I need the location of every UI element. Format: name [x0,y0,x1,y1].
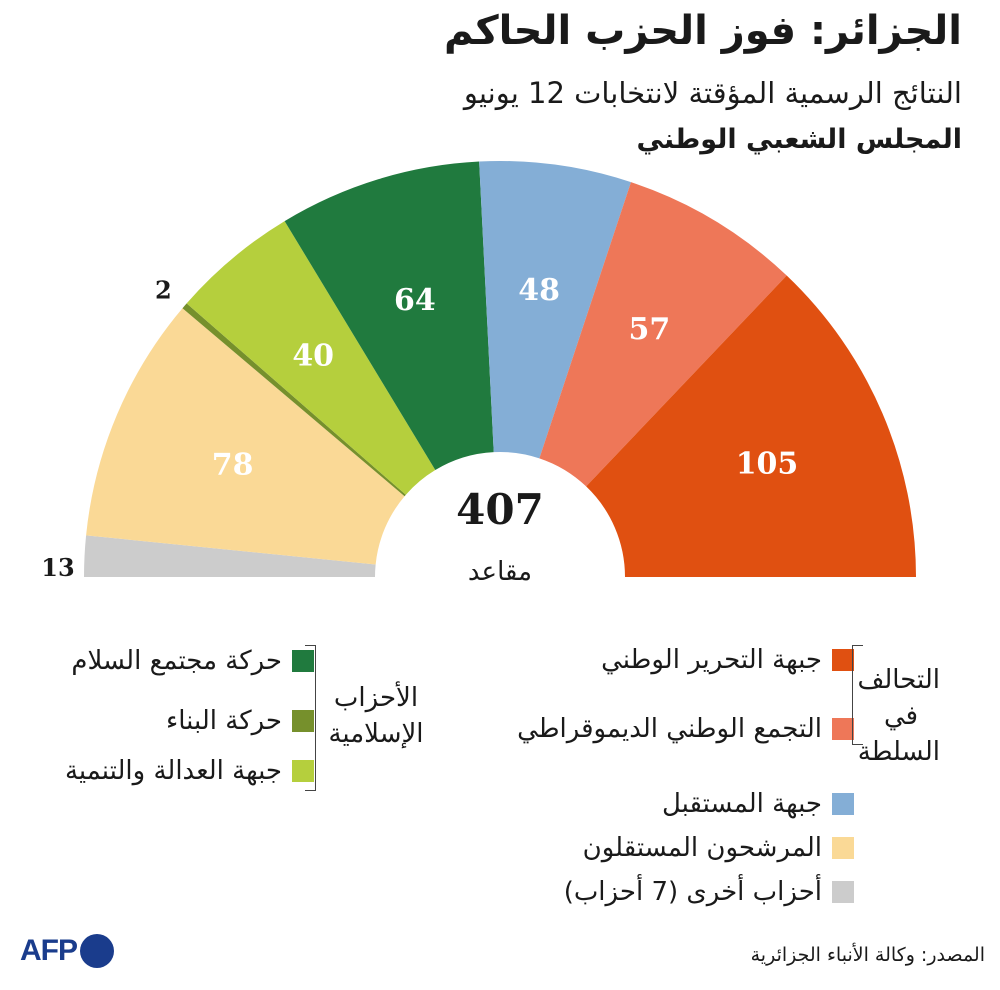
legend-label-independents: المرشحون المستقلون [582,833,822,863]
seat-segment-5 [479,160,631,459]
seat-segment-0 [83,535,376,577]
chart-subtitle-assembly: المجلس الشعبي الوطني [636,124,962,155]
total-seats: 407 [456,485,544,534]
legend-label-fln: جبهة التحرير الوطني [601,645,822,675]
legend-swatch-independents [832,837,854,859]
seat-label-3: 40 [292,339,334,374]
legend-item-fln: جبهة التحرير الوطني [601,645,854,675]
legend-item-msp: حركة مجتمع السلام [71,646,314,676]
seat-segment-3 [186,221,436,495]
islamist-brace [305,645,316,791]
total-seats-label: مقاعد [468,557,532,587]
chart-title: الجزائر: فوز الحزب الحاكم [444,8,962,54]
seat-segment-6 [539,182,787,487]
seat-segment-4 [284,161,494,471]
legend-item-rnd: التجمع الوطني الديموقراطي [517,714,854,744]
legend-swatch-fln [832,649,854,671]
legend-swatch-msp [292,650,314,672]
legend-swatch-mostakbal [832,793,854,815]
coalition-brace [852,645,863,745]
legend-item-mostakbal: جبهة المستقبل [662,789,854,819]
seat-segment-2 [182,303,406,497]
legend-item-others: أحزاب أخرى (7 أحزاب) [564,877,854,907]
seat-label-7: 105 [736,447,799,482]
islamist-label: الأحزاب الإسلامية [328,683,424,749]
legend-label-msp: حركة مجتمع السلام [71,646,282,676]
seat-label-2: 2 [155,276,172,305]
legend-item-adala: جبهة العدالة والتنمية [65,756,314,786]
legend-item-binaa: حركة البناء [166,706,314,736]
seat-label-6: 57 [629,312,671,347]
legend-label-rnd: التجمع الوطني الديموقراطي [517,714,822,744]
afp-logo: AFP [20,934,114,968]
legend-label-others: أحزاب أخرى (7 أحزاب) [563,877,822,907]
legend-swatch-binaa [292,710,314,732]
seat-segment-7 [586,275,916,577]
legend-swatch-others [832,881,854,903]
seat-label-0: 13 [41,553,74,582]
legend-label-binaa: حركة البناء [166,706,282,736]
chart-subtitle: النتائج الرسمية المؤقتة لانتخابات 12 يون… [463,76,962,110]
afp-logo-text: AFP [20,934,78,967]
coalition-label: التحالف في السلطة [857,665,940,767]
legend-label-mostakbal: جبهة المستقبل [661,789,822,819]
legend-item-independents: المرشحون المستقلون [583,833,854,863]
afp-logo-dot [80,934,114,968]
legend-swatch-rnd [832,718,854,740]
legend-swatch-adala [292,760,314,782]
source-note: المصدر: وكالة الأنباء الجزائرية [750,944,985,966]
seat-segment-1 [86,308,405,565]
seat-label-5: 48 [518,273,560,308]
seat-label-4: 64 [394,283,436,318]
seat-label-1: 78 [212,448,254,483]
legend-label-adala: جبهة العدالة والتنمية [64,756,282,786]
